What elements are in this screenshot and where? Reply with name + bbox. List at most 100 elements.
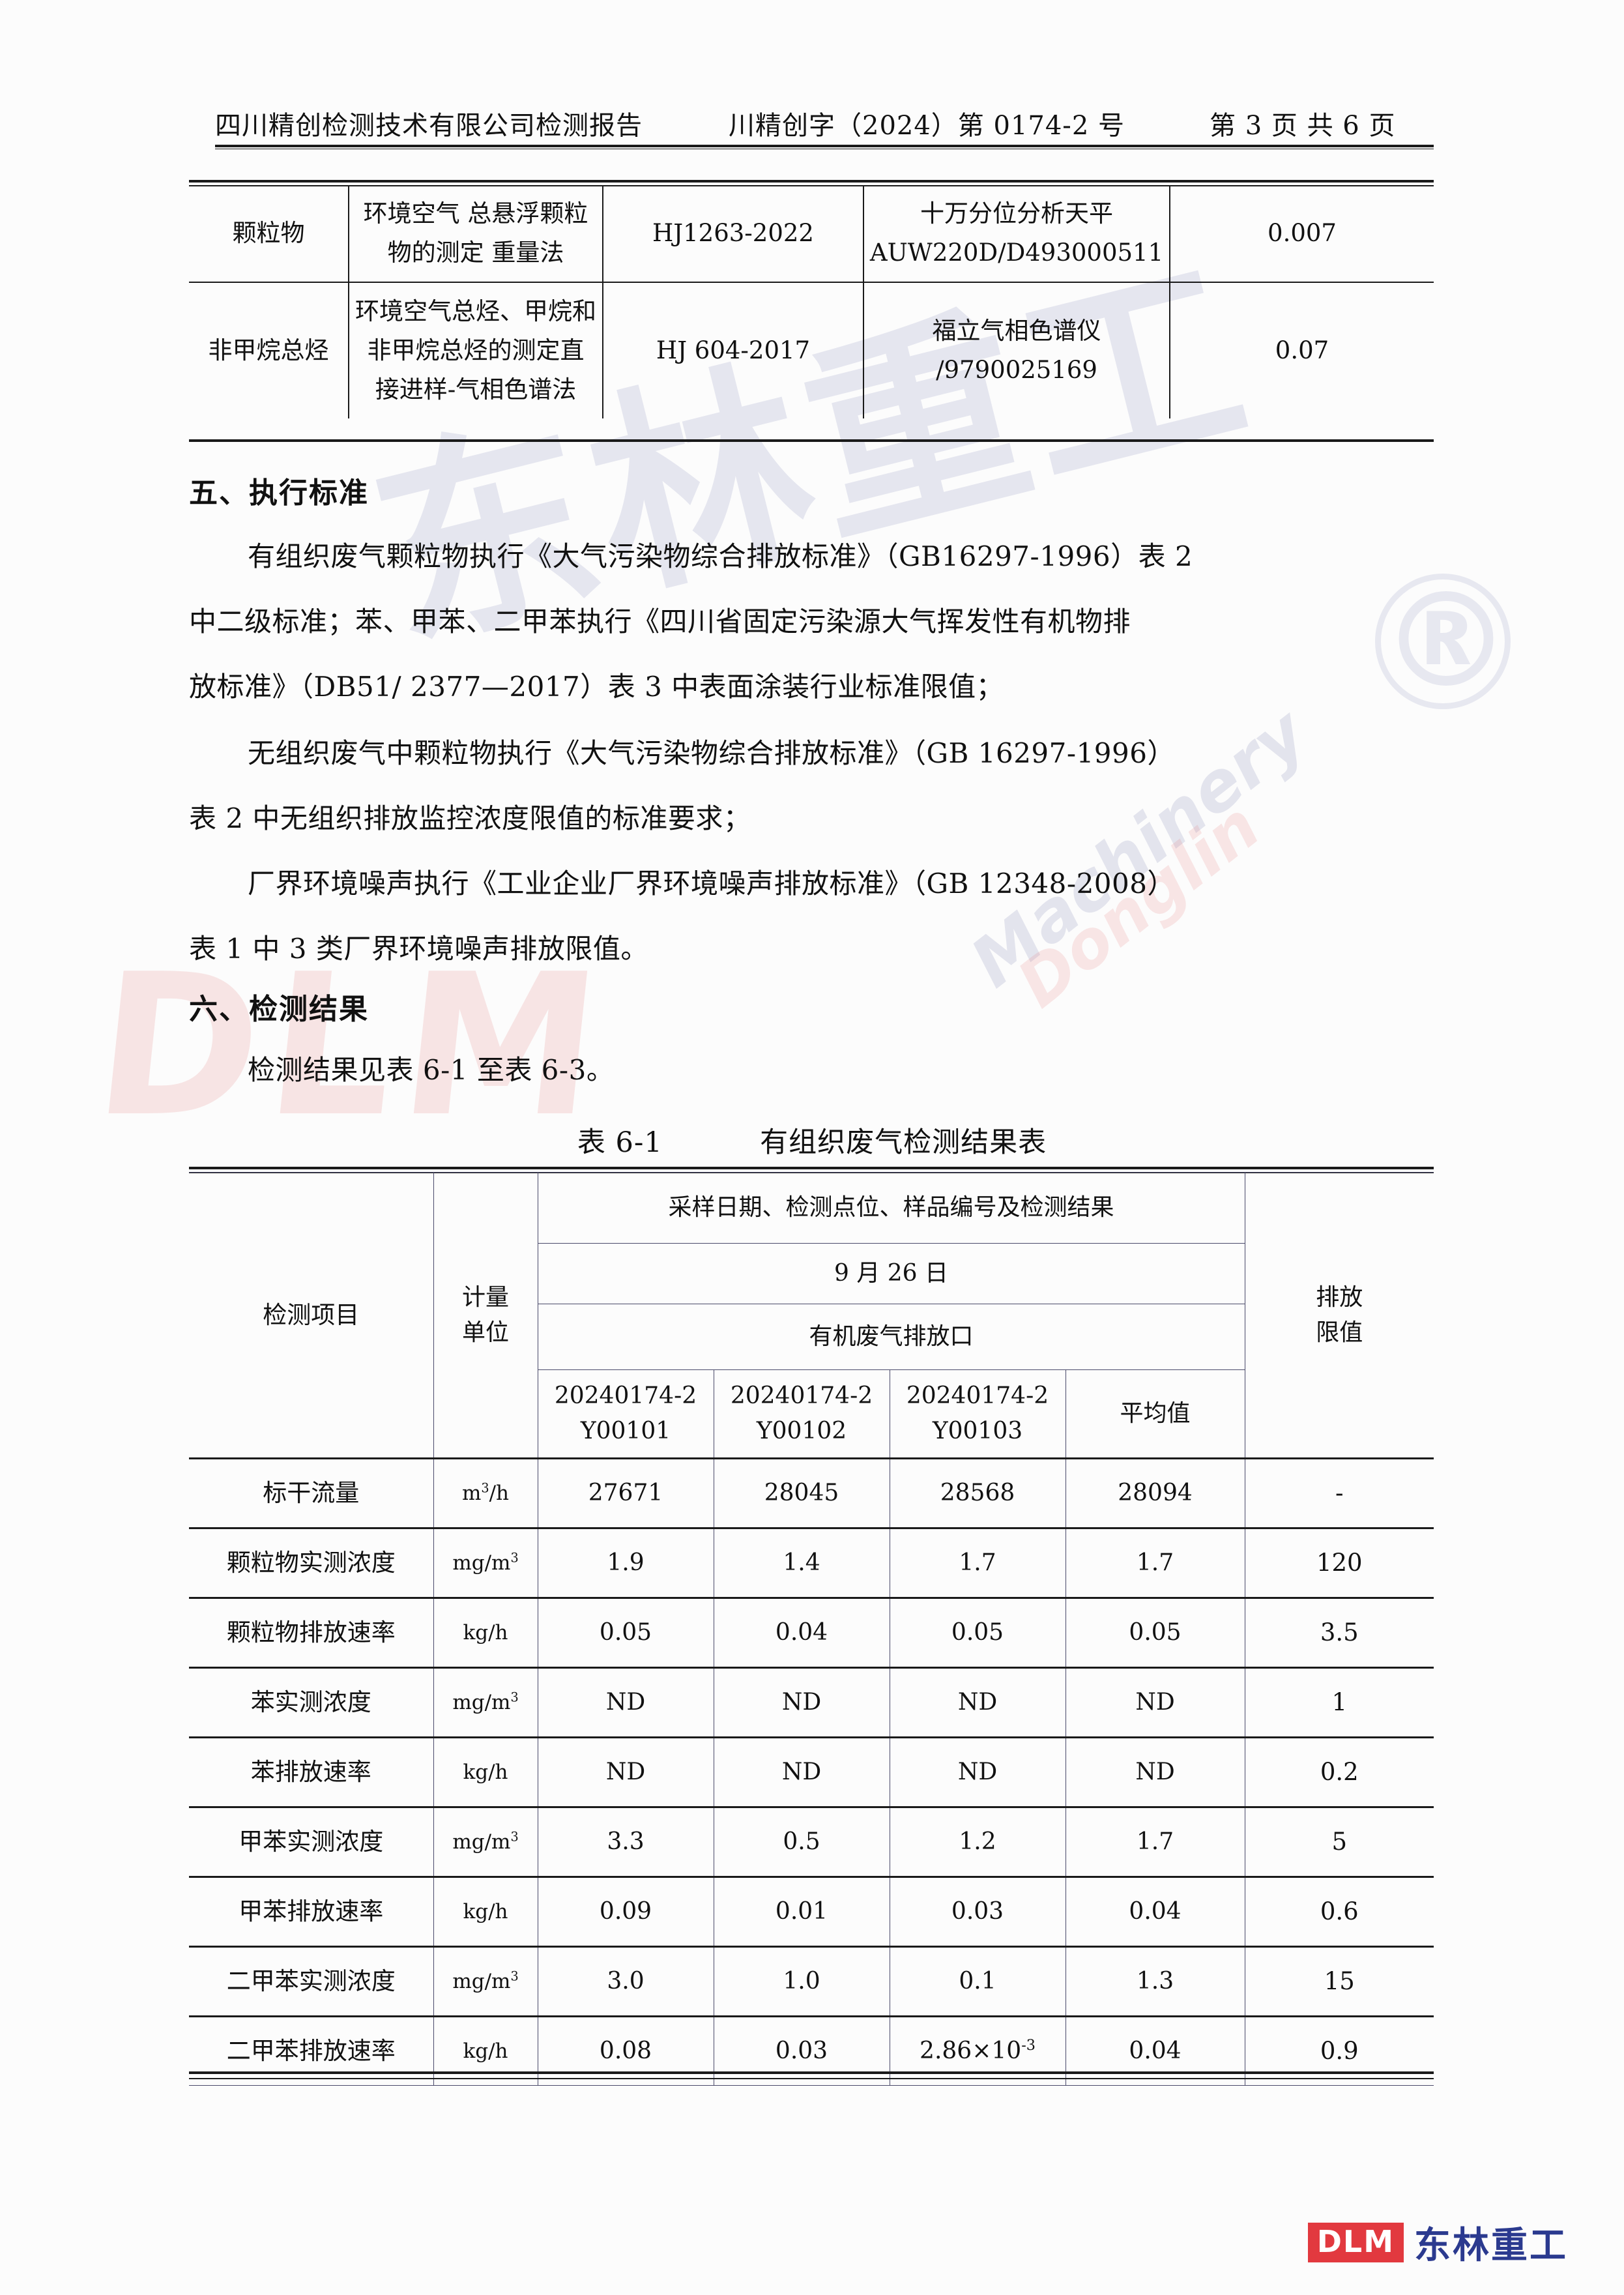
results-table: 检测项目 计量 单位 采样日期、检测点位、样品编号及检测结果 排放 限值 9 月… xyxy=(189,1172,1434,2086)
row-value-2: 0.01 xyxy=(713,1876,890,1947)
row-project: 二甲苯排放速率 xyxy=(189,2015,434,2086)
unit-base: kg/h xyxy=(463,2039,508,2063)
table-row: 标干流量 m3/h 27671 28045 28568 28094 - xyxy=(189,1457,1434,1528)
unit-base: kg/h xyxy=(463,1620,508,1645)
col-header-unit: 计量 单位 xyxy=(433,1172,538,1459)
row-limit: 1 xyxy=(1244,1667,1434,1738)
method-standard: HJ1263-2022 xyxy=(602,185,864,283)
sample-id-3-line2: Y00103 xyxy=(932,1418,1023,1444)
watermark-registered-icon: ® xyxy=(1375,574,1511,709)
results-table-caption: 表 6-1 有组织废气检测结果表 xyxy=(0,1120,1624,1160)
row-limit: 5 xyxy=(1244,1806,1434,1877)
method-detection-limit: 0.07 xyxy=(1169,282,1434,418)
col-header-group: 采样日期、检测点位、样品编号及检测结果 xyxy=(537,1172,1245,1244)
row-value-2: 0.03 xyxy=(713,2015,890,2086)
row-limit: 0.9 xyxy=(1244,2015,1434,2086)
sample-date: 9 月 26 日 xyxy=(537,1243,1245,1304)
instrument-name: 十万分位分析天平 xyxy=(920,199,1113,227)
row-value-1: 1.9 xyxy=(537,1527,714,1598)
method-name-line1: 环境空气总烃、甲烷和 xyxy=(355,297,596,325)
row-value-2: ND xyxy=(713,1667,890,1738)
sample-id-1: 20240174-2 Y00101 xyxy=(537,1369,714,1459)
method-table: 颗粒物 环境空气 总悬浮颗粒 物的测定 重量法 HJ1263-2022 十万分位… xyxy=(189,185,1434,418)
row-unit: mg/m3 xyxy=(433,1667,538,1738)
row-value-1: 0.08 xyxy=(537,2015,714,2086)
row-value-2: ND xyxy=(713,1736,890,1807)
row-project: 二甲苯实测浓度 xyxy=(189,1946,434,2017)
row-value-1: 0.05 xyxy=(537,1597,714,1668)
row-limit: - xyxy=(1244,1457,1434,1528)
section-five-paragraph-1: 有组织废气颗粒物执行《大气污染物综合排放标准》（GB16297-1996）表 2 xyxy=(248,540,1193,572)
method-table-top-rule-outer xyxy=(189,180,1434,183)
results-table-bottom-rule-outer xyxy=(189,2071,1434,2074)
table-row: 甲苯实测浓度 mg/m3 3.3 0.5 1.2 1.7 5 xyxy=(189,1806,1434,1877)
table-row: 苯实测浓度 mg/m3 ND ND ND ND 1 xyxy=(189,1667,1434,1738)
row-limit: 120 xyxy=(1244,1527,1434,1598)
row-project: 苯排放速率 xyxy=(189,1736,434,1807)
row-project: 甲苯排放速率 xyxy=(189,1876,434,1947)
method-detection-limit: 0.007 xyxy=(1169,185,1434,283)
row-value-2: 0.5 xyxy=(713,1806,890,1877)
unit-base: mg/m xyxy=(452,1969,511,1993)
table-row: 甲苯排放速率 kg/h 0.09 0.01 0.03 0.04 0.6 xyxy=(189,1876,1434,1947)
row-project: 颗粒物排放速率 xyxy=(189,1597,434,1668)
col-header-limit-line1: 排放 xyxy=(1316,1283,1363,1311)
sample-id-1-line1: 20240174-2 xyxy=(554,1382,697,1409)
method-name-line1: 环境空气 总悬浮颗粒 xyxy=(363,199,588,227)
method-item: 颗粒物 xyxy=(189,185,349,283)
section-five-paragraph-6: 厂界环境噪声执行《工业企业厂界环境噪声排放标准》（GB 12348-2008） xyxy=(248,868,1175,899)
unit-base: mg/m xyxy=(452,1551,511,1575)
unit-superscript: 3 xyxy=(510,1829,519,1845)
header-company-title: 四川精创检测技术有限公司检测报告 xyxy=(215,111,643,141)
row-value-1: 3.3 xyxy=(537,1806,714,1877)
results-table-bottom-rule-inner xyxy=(189,2078,1434,2079)
row-unit: mg/m3 xyxy=(433,1946,538,2017)
method-name: 环境空气总烃、甲烷和 非甲烷总烃的测定直 接进样-气相色谱法 xyxy=(348,282,603,418)
sample-id-3: 20240174-2 Y00103 xyxy=(889,1369,1066,1459)
row-limit: 3.5 xyxy=(1244,1597,1434,1668)
row-value-2: 1.0 xyxy=(713,1946,890,2017)
method-name-line2: 非甲烷总烃的测定直 xyxy=(367,336,585,364)
unit-superscript: 3 xyxy=(481,1480,489,1496)
method-name-line3: 接进样-气相色谱法 xyxy=(375,375,577,403)
unit-superscript: 3 xyxy=(510,1689,519,1705)
row-average: ND xyxy=(1065,1736,1245,1807)
unit-base: mg/m xyxy=(452,1690,511,1714)
unit-superscript: 3 xyxy=(510,1968,519,1984)
section-five-paragraph-3: 放标准》（DB51/ 2377—2017）表 3 中表面涂装行业标准限值； xyxy=(189,671,1004,703)
unit-tail: /h xyxy=(489,1481,510,1505)
col-header-project: 检测项目 xyxy=(189,1172,434,1459)
row-project: 颗粒物实测浓度 xyxy=(189,1527,434,1598)
table-row: 苯排放速率 kg/h ND ND ND ND 0.2 xyxy=(189,1736,1434,1807)
sample-id-3-line1: 20240174-2 xyxy=(906,1382,1049,1409)
method-name-line2: 物的测定 重量法 xyxy=(387,238,564,267)
table-row: 二甲苯实测浓度 mg/m3 3.0 1.0 0.1 1.3 15 xyxy=(189,1946,1434,2017)
col-header-unit-line1: 计量 xyxy=(461,1283,509,1311)
row-average: 28094 xyxy=(1065,1457,1245,1528)
row-value-3: 0.03 xyxy=(889,1876,1066,1947)
table-row: 颗粒物排放速率 kg/h 0.05 0.04 0.05 0.05 3.5 xyxy=(189,1597,1434,1668)
header-report-code: 川精创字（2024）第 0174-2 号 xyxy=(729,111,1125,141)
row-average: 1.7 xyxy=(1065,1527,1245,1598)
method-instrument: 十万分位分析天平 AUW220D/D493000511 xyxy=(863,185,1170,283)
sample-point: 有机废气排放口 xyxy=(537,1304,1245,1370)
row-value-3: 2.86×10-3 xyxy=(889,2015,1066,2086)
logo-brand-name: 东林重工 xyxy=(1414,2225,1568,2267)
row-value-2: 28045 xyxy=(713,1457,890,1528)
row-value-3: 0.1 xyxy=(889,1946,1066,2017)
row-value-2: 1.4 xyxy=(713,1527,890,1598)
row-average: 0.04 xyxy=(1065,2015,1245,2086)
row-average: 1.3 xyxy=(1065,1946,1245,2017)
logo-mark-dlm: DLM xyxy=(1307,2223,1404,2262)
method-item: 非甲烷总烃 xyxy=(189,282,349,418)
section-five-paragraph-5: 表 2 中无组织排放监控浓度限值的标准要求； xyxy=(189,802,751,834)
row-unit: mg/m3 xyxy=(433,1527,538,1598)
method-table-bottom-rule xyxy=(189,439,1434,442)
row-limit: 15 xyxy=(1244,1946,1434,2017)
unit-superscript: 3 xyxy=(510,1550,519,1566)
table-row: 颗粒物实测浓度 mg/m3 1.9 1.4 1.7 1.7 120 xyxy=(189,1527,1434,1598)
header-divider xyxy=(215,145,1434,149)
sample-id-2-line2: Y00102 xyxy=(756,1418,847,1444)
caption-number: 表 6-1 xyxy=(577,1126,663,1159)
table-row: 二甲苯排放速率 kg/h 0.08 0.03 2.86×10-3 0.04 0.… xyxy=(189,2015,1434,2086)
